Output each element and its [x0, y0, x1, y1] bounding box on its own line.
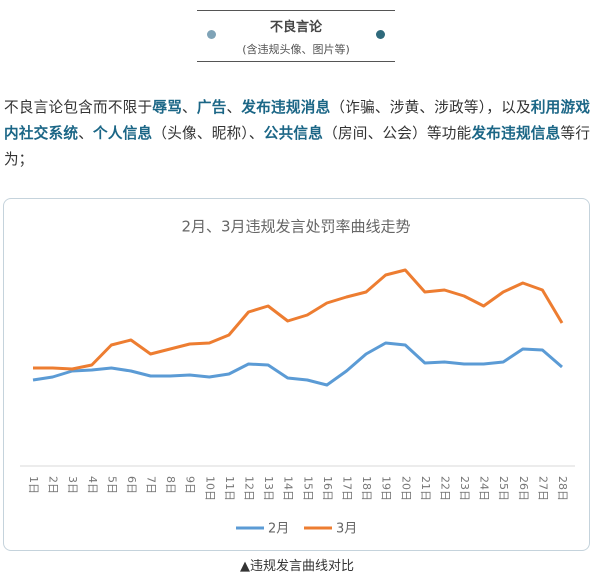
- dot: [376, 30, 385, 39]
- x-tick-label: 1日: [27, 476, 40, 494]
- x-tick-label: 7日: [145, 476, 158, 494]
- paragraph: 不良言论包含而不限于辱骂、广告、发布违规消息（诈骗、涉黄、涉政等），以及利用游戏…: [4, 95, 590, 173]
- text: 等行为；: [4, 125, 590, 168]
- x-tick-label: 8日: [164, 476, 177, 494]
- x-tick-label: 23日: [458, 476, 471, 501]
- legend-label: 3月: [336, 522, 357, 537]
- x-tick-label: 16日: [321, 476, 334, 501]
- x-tick-label: 19日: [380, 476, 393, 501]
- strong-text: 发布违规消息: [241, 99, 331, 116]
- x-tick-label: 11日: [223, 476, 236, 501]
- series-line: [32, 341, 563, 387]
- chart-title: 2月、3月违规发言处罚率曲线走势: [181, 218, 410, 236]
- x-tick-label: 21日: [419, 476, 432, 501]
- x-tick-label: 26日: [517, 476, 530, 501]
- x-tick-label: 22日: [438, 476, 451, 501]
- x-tick-label: 2日: [47, 476, 60, 494]
- text: 、: [182, 99, 197, 116]
- x-tick-label: 17日: [340, 476, 353, 501]
- x-tick-label: 27日: [536, 476, 549, 501]
- dot: [207, 30, 216, 39]
- x-tick-label: 24日: [478, 476, 491, 501]
- text: 、: [226, 99, 242, 116]
- strong-text: 利用游戏内社交系统: [4, 99, 590, 142]
- header-subtitle: (含违规头像、图片等): [242, 43, 350, 56]
- x-tick-label: 20日: [399, 476, 412, 501]
- text: 不良言论包含而不限于: [4, 99, 153, 116]
- legend-label: 2月: [268, 522, 289, 537]
- text: （头像、昵称）、: [152, 125, 264, 142]
- text: 、: [78, 125, 94, 142]
- header: 不良言论 (含违规头像、图片等): [197, 10, 395, 62]
- text: （房间、公会）等功能: [323, 125, 472, 142]
- x-tick-label: 9日: [184, 476, 197, 494]
- strong-text: 个人信息: [93, 125, 153, 142]
- x-tick-label: 15日: [301, 476, 314, 501]
- x-tick-label: 18日: [360, 476, 373, 501]
- x-tick-label: 5日: [105, 476, 118, 494]
- strong-text: 发布违规信息: [471, 125, 561, 142]
- x-tick-label: 10日: [203, 476, 216, 501]
- text: （诈骗、涉黄、涉政等），以及: [330, 99, 531, 116]
- x-tick-label: 25日: [497, 476, 510, 501]
- x-tick-label: 12日: [243, 476, 256, 501]
- strong-text: 辱骂: [152, 99, 183, 116]
- x-tick-label: 13日: [262, 476, 275, 501]
- x-tick-label: 4日: [86, 476, 99, 494]
- x-tick-label: 28日: [556, 476, 569, 501]
- x-tick-label: 3日: [66, 476, 79, 494]
- series-line: [33, 268, 564, 371]
- x-tick-label: 14日: [282, 476, 295, 501]
- chart-frame: [3, 198, 590, 551]
- x-tick-label: 6日: [125, 476, 138, 494]
- header-title: 不良言论: [269, 20, 322, 35]
- strong-text: 公共信息: [263, 125, 324, 142]
- caption: ▲违规发言曲线对比: [240, 559, 354, 574]
- strong-text: 广告: [196, 99, 227, 116]
